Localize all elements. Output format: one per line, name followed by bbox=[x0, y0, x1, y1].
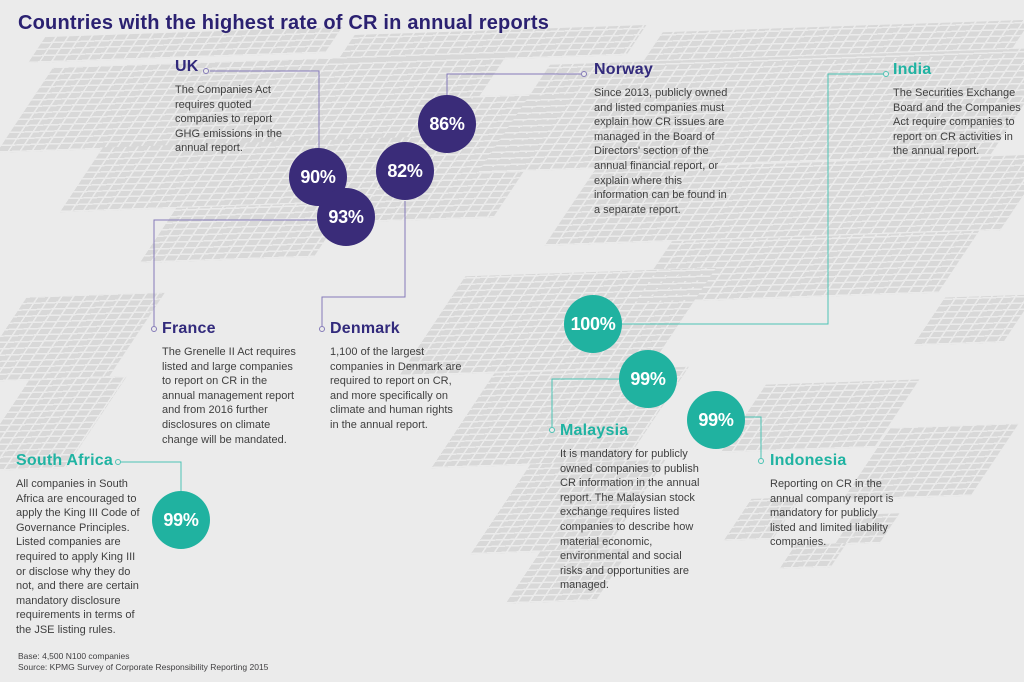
country-block-south-africa: South Africa All companies in South Afri… bbox=[16, 452, 144, 638]
country-name-indonesia: Indonesia bbox=[770, 452, 847, 469]
country-name-uk: UK bbox=[175, 58, 199, 75]
country-name-india: India bbox=[893, 61, 932, 78]
country-name-norway: Norway bbox=[594, 61, 653, 78]
country-desc-south-africa: All companies in South Africa are encour… bbox=[16, 478, 140, 636]
denmark-connector bbox=[321, 201, 406, 326]
country-desc-france: The Grenelle II Act requires listed and … bbox=[162, 346, 296, 446]
india-rate-bubble: 100% bbox=[564, 295, 622, 353]
india-connector-dot bbox=[883, 71, 889, 77]
indonesia-rate-bubble: 99% bbox=[687, 391, 745, 449]
norway-connector-dot bbox=[581, 71, 587, 77]
norway-connector bbox=[446, 73, 581, 95]
country-desc-indonesia: Reporting on CR in the annual company re… bbox=[770, 478, 894, 549]
south-africa-connector bbox=[121, 461, 182, 492]
country-name-south-africa: South Africa bbox=[16, 452, 113, 469]
indonesia-connector bbox=[743, 416, 762, 458]
country-block-india: India The Securities Exchange Board and … bbox=[893, 61, 1023, 159]
south-africa-connector-dot bbox=[115, 459, 121, 465]
country-desc-india: The Securities Exchange Board and the Co… bbox=[893, 87, 1021, 158]
uk-connector bbox=[210, 70, 320, 148]
south-africa-rate-bubble: 99% bbox=[152, 491, 210, 549]
country-block-uk: UK The Companies Act requires quoted com… bbox=[175, 58, 289, 156]
country-block-france: France The Grenelle II Act requires list… bbox=[162, 320, 300, 447]
country-desc-uk: The Companies Act requires quoted compan… bbox=[175, 84, 282, 155]
uk-connector-dot bbox=[203, 68, 209, 74]
france-connector-dot bbox=[151, 326, 157, 332]
malaysia-rate-bubble: 99% bbox=[619, 350, 677, 408]
country-desc-norway: Since 2013, publicly owned and listed co… bbox=[594, 87, 728, 216]
country-block-indonesia: Indonesia Reporting on CR in the annual … bbox=[770, 452, 894, 550]
france-connector bbox=[153, 219, 316, 326]
malaysia-connector-dot bbox=[549, 427, 555, 433]
footer-base-note: Base: 4,500 N100 companies bbox=[18, 651, 130, 661]
page-title: Countries with the highest rate of CR in… bbox=[18, 12, 550, 34]
country-block-denmark: Denmark 1,100 of the largest companies i… bbox=[330, 320, 462, 433]
malaysia-connector bbox=[551, 378, 619, 427]
france-rate-bubble: 93% bbox=[317, 188, 375, 246]
denmark-connector-dot bbox=[319, 326, 325, 332]
country-block-norway: Norway Since 2013, publicly owned and li… bbox=[594, 61, 730, 217]
country-name-malaysia: Malaysia bbox=[560, 422, 629, 439]
footer: Base: 4,500 N100 companies Source: KPMG … bbox=[18, 651, 268, 672]
indonesia-connector-dot bbox=[758, 458, 764, 464]
country-desc-denmark: 1,100 of the largest companies in Denmar… bbox=[330, 346, 462, 431]
india-connector bbox=[622, 73, 883, 325]
norway-rate-bubble: 86% bbox=[418, 95, 476, 153]
country-desc-malaysia: It is mandatory for publicly owned compa… bbox=[560, 448, 700, 592]
country-name-france: France bbox=[162, 320, 216, 337]
country-name-denmark: Denmark bbox=[330, 320, 400, 337]
country-block-malaysia: Malaysia It is mandatory for publicly ow… bbox=[560, 422, 702, 593]
footer-source-note: Source: KPMG Survey of Corporate Respons… bbox=[18, 661, 269, 672]
denmark-rate-bubble: 82% bbox=[376, 142, 434, 200]
